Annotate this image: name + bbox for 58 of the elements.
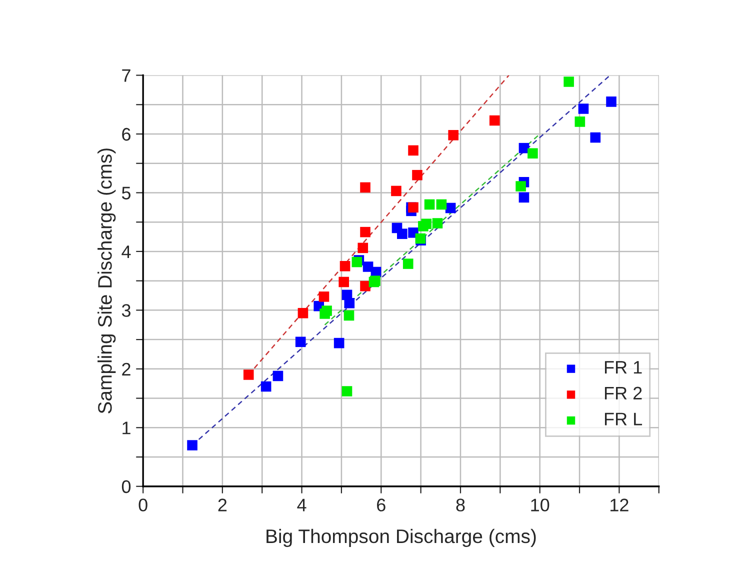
point [344, 310, 354, 321]
point [187, 440, 198, 450]
point [412, 170, 422, 180]
point [564, 76, 574, 87]
point [590, 132, 601, 143]
y-tick-label: 4 [122, 246, 131, 258]
x-tick-label: 10 [531, 498, 550, 512]
y-axis-title: Sampling Site Discharge (cms) [98, 148, 116, 414]
point [360, 226, 370, 238]
point [436, 199, 447, 210]
y-tick-label: 7 [122, 69, 130, 82]
point [448, 130, 458, 140]
y-tick-label: 0 [122, 480, 131, 494]
point [489, 115, 500, 126]
x-axis-title: Big Thompson Discharge (cms) [266, 528, 536, 548]
point [528, 148, 538, 159]
point [322, 306, 332, 316]
x-tick-label: 0 [138, 498, 148, 512]
x-tick-label: 12 [610, 498, 628, 512]
point [421, 218, 432, 229]
legend-label: FR 1 [604, 361, 642, 374]
point [344, 298, 355, 308]
point [578, 104, 589, 114]
y-tick-label: 2 [122, 362, 130, 376]
point [432, 218, 443, 228]
x-tick-label: 4 [297, 498, 306, 512]
point [424, 199, 435, 210]
x-tick-label: 8 [456, 498, 465, 512]
point [260, 381, 272, 392]
legend-label: FR 2 [604, 386, 642, 400]
legend-label: FR L [604, 412, 642, 426]
point [298, 308, 308, 318]
point [516, 181, 526, 192]
y-tick-label: 3 [122, 304, 130, 317]
point [295, 336, 306, 348]
point [360, 182, 370, 193]
point [391, 186, 402, 196]
point [360, 280, 370, 292]
y-tick-label: 1 [122, 422, 130, 434]
x-tick-label: 2 [218, 498, 227, 512]
point [518, 192, 530, 203]
y-tick-label: 6 [122, 128, 130, 141]
point [342, 386, 352, 396]
point [340, 260, 350, 272]
x-tick-label: 6 [377, 498, 386, 512]
point [338, 276, 349, 288]
y-tick-label: 5 [122, 186, 131, 200]
point [358, 242, 368, 254]
point [243, 370, 254, 380]
point [272, 370, 284, 382]
point [397, 228, 408, 239]
point [606, 96, 616, 107]
point [318, 292, 330, 302]
point [402, 258, 414, 269]
point [574, 116, 586, 127]
point [334, 338, 344, 348]
point [408, 145, 418, 156]
point [362, 262, 374, 272]
